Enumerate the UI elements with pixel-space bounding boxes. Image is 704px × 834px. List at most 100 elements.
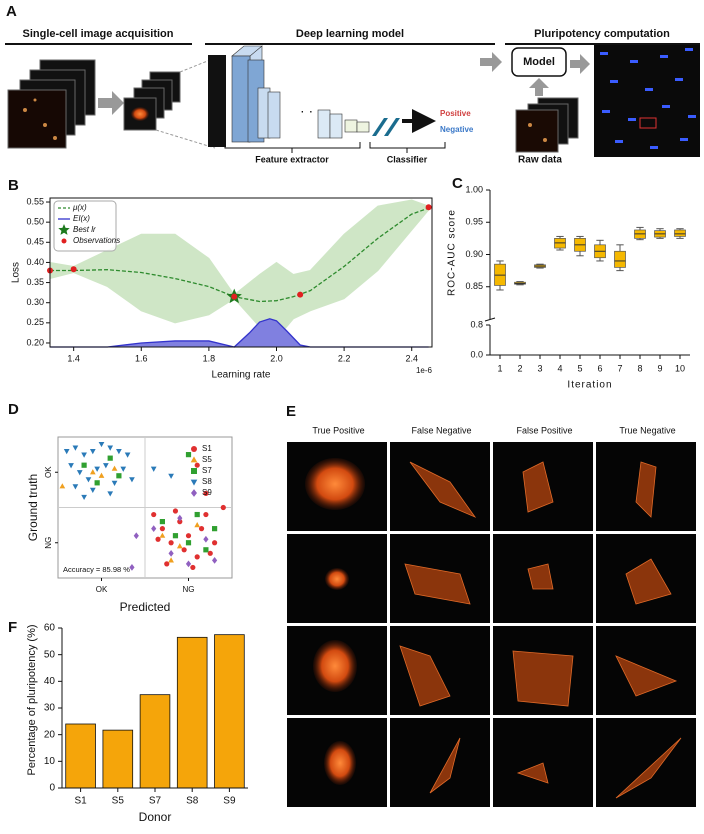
point xyxy=(203,547,209,553)
x-tick-label: 1.8 xyxy=(203,353,216,363)
box xyxy=(614,250,626,268)
y-tick-label: 0.20 xyxy=(26,337,44,347)
bar xyxy=(176,636,208,789)
class-label: Positive xyxy=(440,109,471,118)
point xyxy=(177,514,183,522)
model-box xyxy=(511,47,567,77)
cell-image xyxy=(390,626,490,715)
y-tick-label: 0.35 xyxy=(26,277,44,287)
y-tick-label: 0.25 xyxy=(26,317,44,327)
point xyxy=(120,466,127,472)
point xyxy=(172,508,179,514)
point xyxy=(191,489,197,497)
point xyxy=(111,465,118,471)
y-axis-label: ROC-AUC score xyxy=(447,209,458,296)
chart-panel: D S1 S5 S7 S8 S9 OK NG OK NG Accuracy = 85.98 % Pre… xyxy=(8,401,233,614)
point xyxy=(194,522,201,528)
y-tick-label: 40 xyxy=(44,676,56,687)
x-tick-label: 4 xyxy=(557,363,562,373)
stage-label: Feature extractor xyxy=(255,154,329,164)
point xyxy=(212,540,218,546)
point xyxy=(133,532,139,540)
point xyxy=(212,556,218,564)
legend-label: S7 xyxy=(202,466,212,475)
cell-image xyxy=(493,718,593,807)
cell xyxy=(399,645,451,707)
y-tick-label: 0.90 xyxy=(465,249,483,259)
annotation: Accuracy = 85.98 % xyxy=(63,565,130,574)
point xyxy=(89,487,96,493)
point xyxy=(220,504,226,511)
point xyxy=(194,554,200,560)
point xyxy=(107,445,114,451)
legend-label: Best lr xyxy=(73,225,96,234)
point xyxy=(94,466,101,472)
point xyxy=(98,472,105,478)
legend-box xyxy=(53,200,117,252)
panel-label: D xyxy=(8,401,19,418)
point xyxy=(194,511,200,518)
cell xyxy=(409,461,477,518)
cell xyxy=(615,737,682,799)
point xyxy=(168,557,174,563)
axis-break xyxy=(484,317,496,322)
legend-label: S5 xyxy=(202,455,212,464)
section-title: Single-cell image acquisition xyxy=(23,28,174,40)
model-label: Model xyxy=(523,56,555,68)
x-tick-label: 3 xyxy=(537,363,542,373)
point xyxy=(164,561,170,567)
y-tick-label: 20 xyxy=(44,729,56,740)
x-tick-label: S1 xyxy=(74,796,87,807)
x-tick-label: 10 xyxy=(675,363,685,373)
point xyxy=(150,466,157,472)
point xyxy=(185,452,192,458)
point xyxy=(124,452,131,458)
y-tick-label: 1.00 xyxy=(465,184,483,194)
raw-stack xyxy=(515,97,579,153)
panel-a: A Single-cell image acquisition Deep lea… xyxy=(5,3,700,166)
point xyxy=(203,535,209,543)
y-axis-label: Ground truth xyxy=(26,474,40,541)
column-title: True Negative xyxy=(619,425,675,435)
y-axis-label: Percentage of pluripotency (%) xyxy=(26,624,38,775)
cell-stack xyxy=(123,71,181,131)
point xyxy=(102,463,109,469)
point xyxy=(231,293,238,300)
point xyxy=(181,547,187,553)
point xyxy=(176,543,183,549)
series-line xyxy=(50,207,429,303)
x-tick-label: 2.4 xyxy=(405,353,418,363)
arrow xyxy=(98,91,124,115)
y-tick-label: OK xyxy=(44,466,53,478)
point xyxy=(185,560,192,568)
x-tick-label: OK xyxy=(96,585,108,594)
arrow xyxy=(529,78,549,96)
point xyxy=(68,463,74,469)
raw-label: Raw data xyxy=(518,155,562,166)
y-tick-label: 0.95 xyxy=(465,217,483,227)
point xyxy=(198,526,205,532)
cell xyxy=(527,563,554,590)
connector xyxy=(155,129,216,149)
x-tick-label: 9 xyxy=(657,363,662,373)
point xyxy=(76,470,83,476)
point xyxy=(297,291,304,298)
x-axis-label: Learning rate xyxy=(212,370,271,381)
class-label: Negative xyxy=(440,125,474,134)
x-tick-label: 2.0 xyxy=(270,353,283,363)
legend-label: S8 xyxy=(202,477,212,486)
point xyxy=(191,468,197,474)
chart-panel: B 1.4 1.6 1.8 2.0 2.2 2.4 0.20 0.25 0.30 0.35 0.40 0… xyxy=(8,177,433,381)
cell-image xyxy=(596,718,696,807)
x-axis-label: Iteration xyxy=(567,380,612,391)
point xyxy=(89,469,96,475)
bar xyxy=(139,694,171,789)
cell xyxy=(516,762,549,784)
network: · · · xyxy=(208,45,446,153)
column-title: False Negative xyxy=(411,425,471,435)
output-image xyxy=(594,45,700,157)
point xyxy=(98,441,105,448)
legend-label: Observations xyxy=(73,236,120,245)
y-tick-label: 0.8 xyxy=(470,319,483,329)
column-title: True Positive xyxy=(312,425,364,435)
